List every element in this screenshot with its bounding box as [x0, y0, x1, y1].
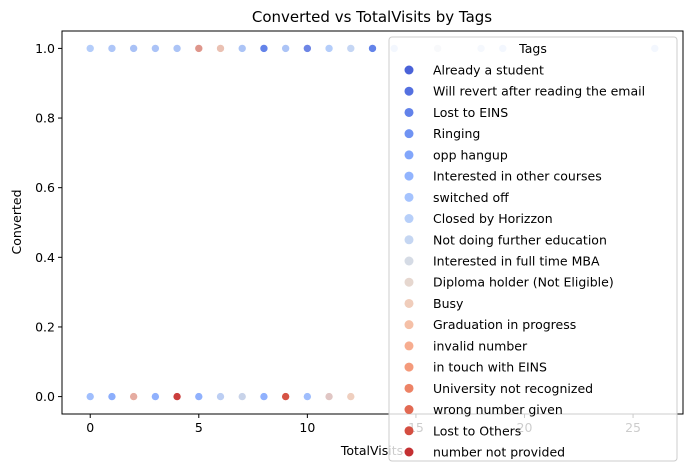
- legend-item-label: University not recognized: [433, 381, 593, 396]
- data-point: [172, 392, 182, 401]
- data-point: [85, 392, 95, 401]
- data-point: [368, 44, 377, 53]
- x-tick-label: 10: [299, 420, 315, 435]
- data-point: [194, 44, 204, 53]
- legend-marker: [404, 129, 414, 139]
- y-tick-label: 0.2: [35, 319, 55, 334]
- legend-item-label: Graduation in progress: [433, 317, 576, 332]
- y-axis: 0.0 0.2 0.4 0.6 0.8 1.0: [35, 41, 62, 404]
- data-point: [129, 44, 138, 53]
- data-point: [216, 44, 225, 53]
- data-point: [346, 44, 356, 53]
- legend-item-label: Busy: [433, 296, 464, 311]
- legend-frame: [388, 36, 678, 462]
- legend-item-label: Interested in other courses: [433, 169, 602, 184]
- y-tick-label: 1.0: [35, 41, 55, 56]
- y-tick-label: 0.6: [35, 180, 55, 195]
- data-point: [151, 392, 160, 401]
- legend-item-label: wrong number given: [433, 402, 563, 417]
- legend-item-label: Already a student: [433, 63, 544, 78]
- legend-marker: [404, 107, 414, 117]
- legend-marker: [404, 320, 414, 330]
- legend-item-label: Not doing further education: [433, 232, 607, 247]
- data-point: [303, 392, 312, 401]
- chart-title: Converted vs TotalVisits by Tags: [252, 8, 492, 26]
- legend-title: Tags: [518, 41, 547, 56]
- legend-item-label: Ringing: [433, 126, 480, 141]
- data-point: [237, 44, 247, 53]
- data-point: [281, 44, 290, 53]
- data-point: [151, 44, 160, 53]
- data-point: [324, 392, 334, 401]
- legend-marker: [404, 256, 414, 266]
- data-point: [216, 392, 225, 401]
- legend-marker: [404, 426, 414, 436]
- data-point: [107, 44, 117, 53]
- legend-marker: [404, 405, 414, 415]
- legend-item-label: invalid number: [433, 338, 528, 353]
- data-point: [107, 392, 117, 401]
- x-tick-label: 5: [195, 420, 203, 435]
- data-point: [281, 392, 290, 401]
- legend-item-label: Closed by Horizzon: [433, 211, 553, 226]
- data-point: [259, 44, 269, 53]
- data-point: [346, 392, 356, 401]
- legend-marker: [404, 298, 414, 308]
- x-tick-label: 0: [86, 420, 94, 435]
- data-point: [324, 44, 334, 53]
- legend-marker: [404, 447, 414, 457]
- legend-item-label: Will revert after reading the email: [433, 84, 645, 99]
- data-point: [194, 392, 204, 401]
- legend-marker: [404, 277, 414, 287]
- data-point: [129, 392, 138, 401]
- plot-frame: [61, 30, 684, 415]
- x-axis-label: TotalVisits: [340, 443, 403, 458]
- y-tick-label: 0.8: [35, 111, 55, 126]
- data-point: [85, 44, 95, 53]
- legend-marker: [404, 86, 414, 96]
- data-point: [259, 392, 269, 401]
- y-axis-label: Converted: [9, 189, 24, 254]
- legend-marker: [404, 235, 414, 245]
- legend-marker: [404, 362, 414, 372]
- legend-marker: [404, 171, 414, 181]
- legend-marker: [404, 383, 414, 393]
- legend-item-label: Lost to Others: [433, 423, 521, 438]
- legend-marker: [404, 150, 414, 160]
- legend: Tags Already a student Will revert after …: [388, 36, 678, 462]
- legend-marker: [404, 214, 414, 224]
- legend-item-label: Interested in full time MBA: [433, 254, 600, 269]
- legend-item-label: opp hangup: [433, 147, 508, 162]
- legend-marker: [404, 192, 414, 202]
- legend-item-label: Diploma holder (Not Eligible): [433, 275, 614, 290]
- legend-item-label: switched off: [433, 190, 509, 205]
- legend-item-label: Lost to EINS: [433, 105, 508, 120]
- legend-item-label: in touch with EINS: [433, 360, 547, 375]
- legend-marker: [404, 65, 414, 75]
- legend-marker: [404, 341, 414, 351]
- legend-item-label: number not provided: [433, 445, 565, 460]
- data-point: [237, 392, 247, 401]
- y-tick-label: 0.4: [35, 250, 55, 265]
- data-point: [172, 44, 182, 53]
- y-tick-label: 0.0: [35, 389, 55, 404]
- data-point: [303, 44, 312, 53]
